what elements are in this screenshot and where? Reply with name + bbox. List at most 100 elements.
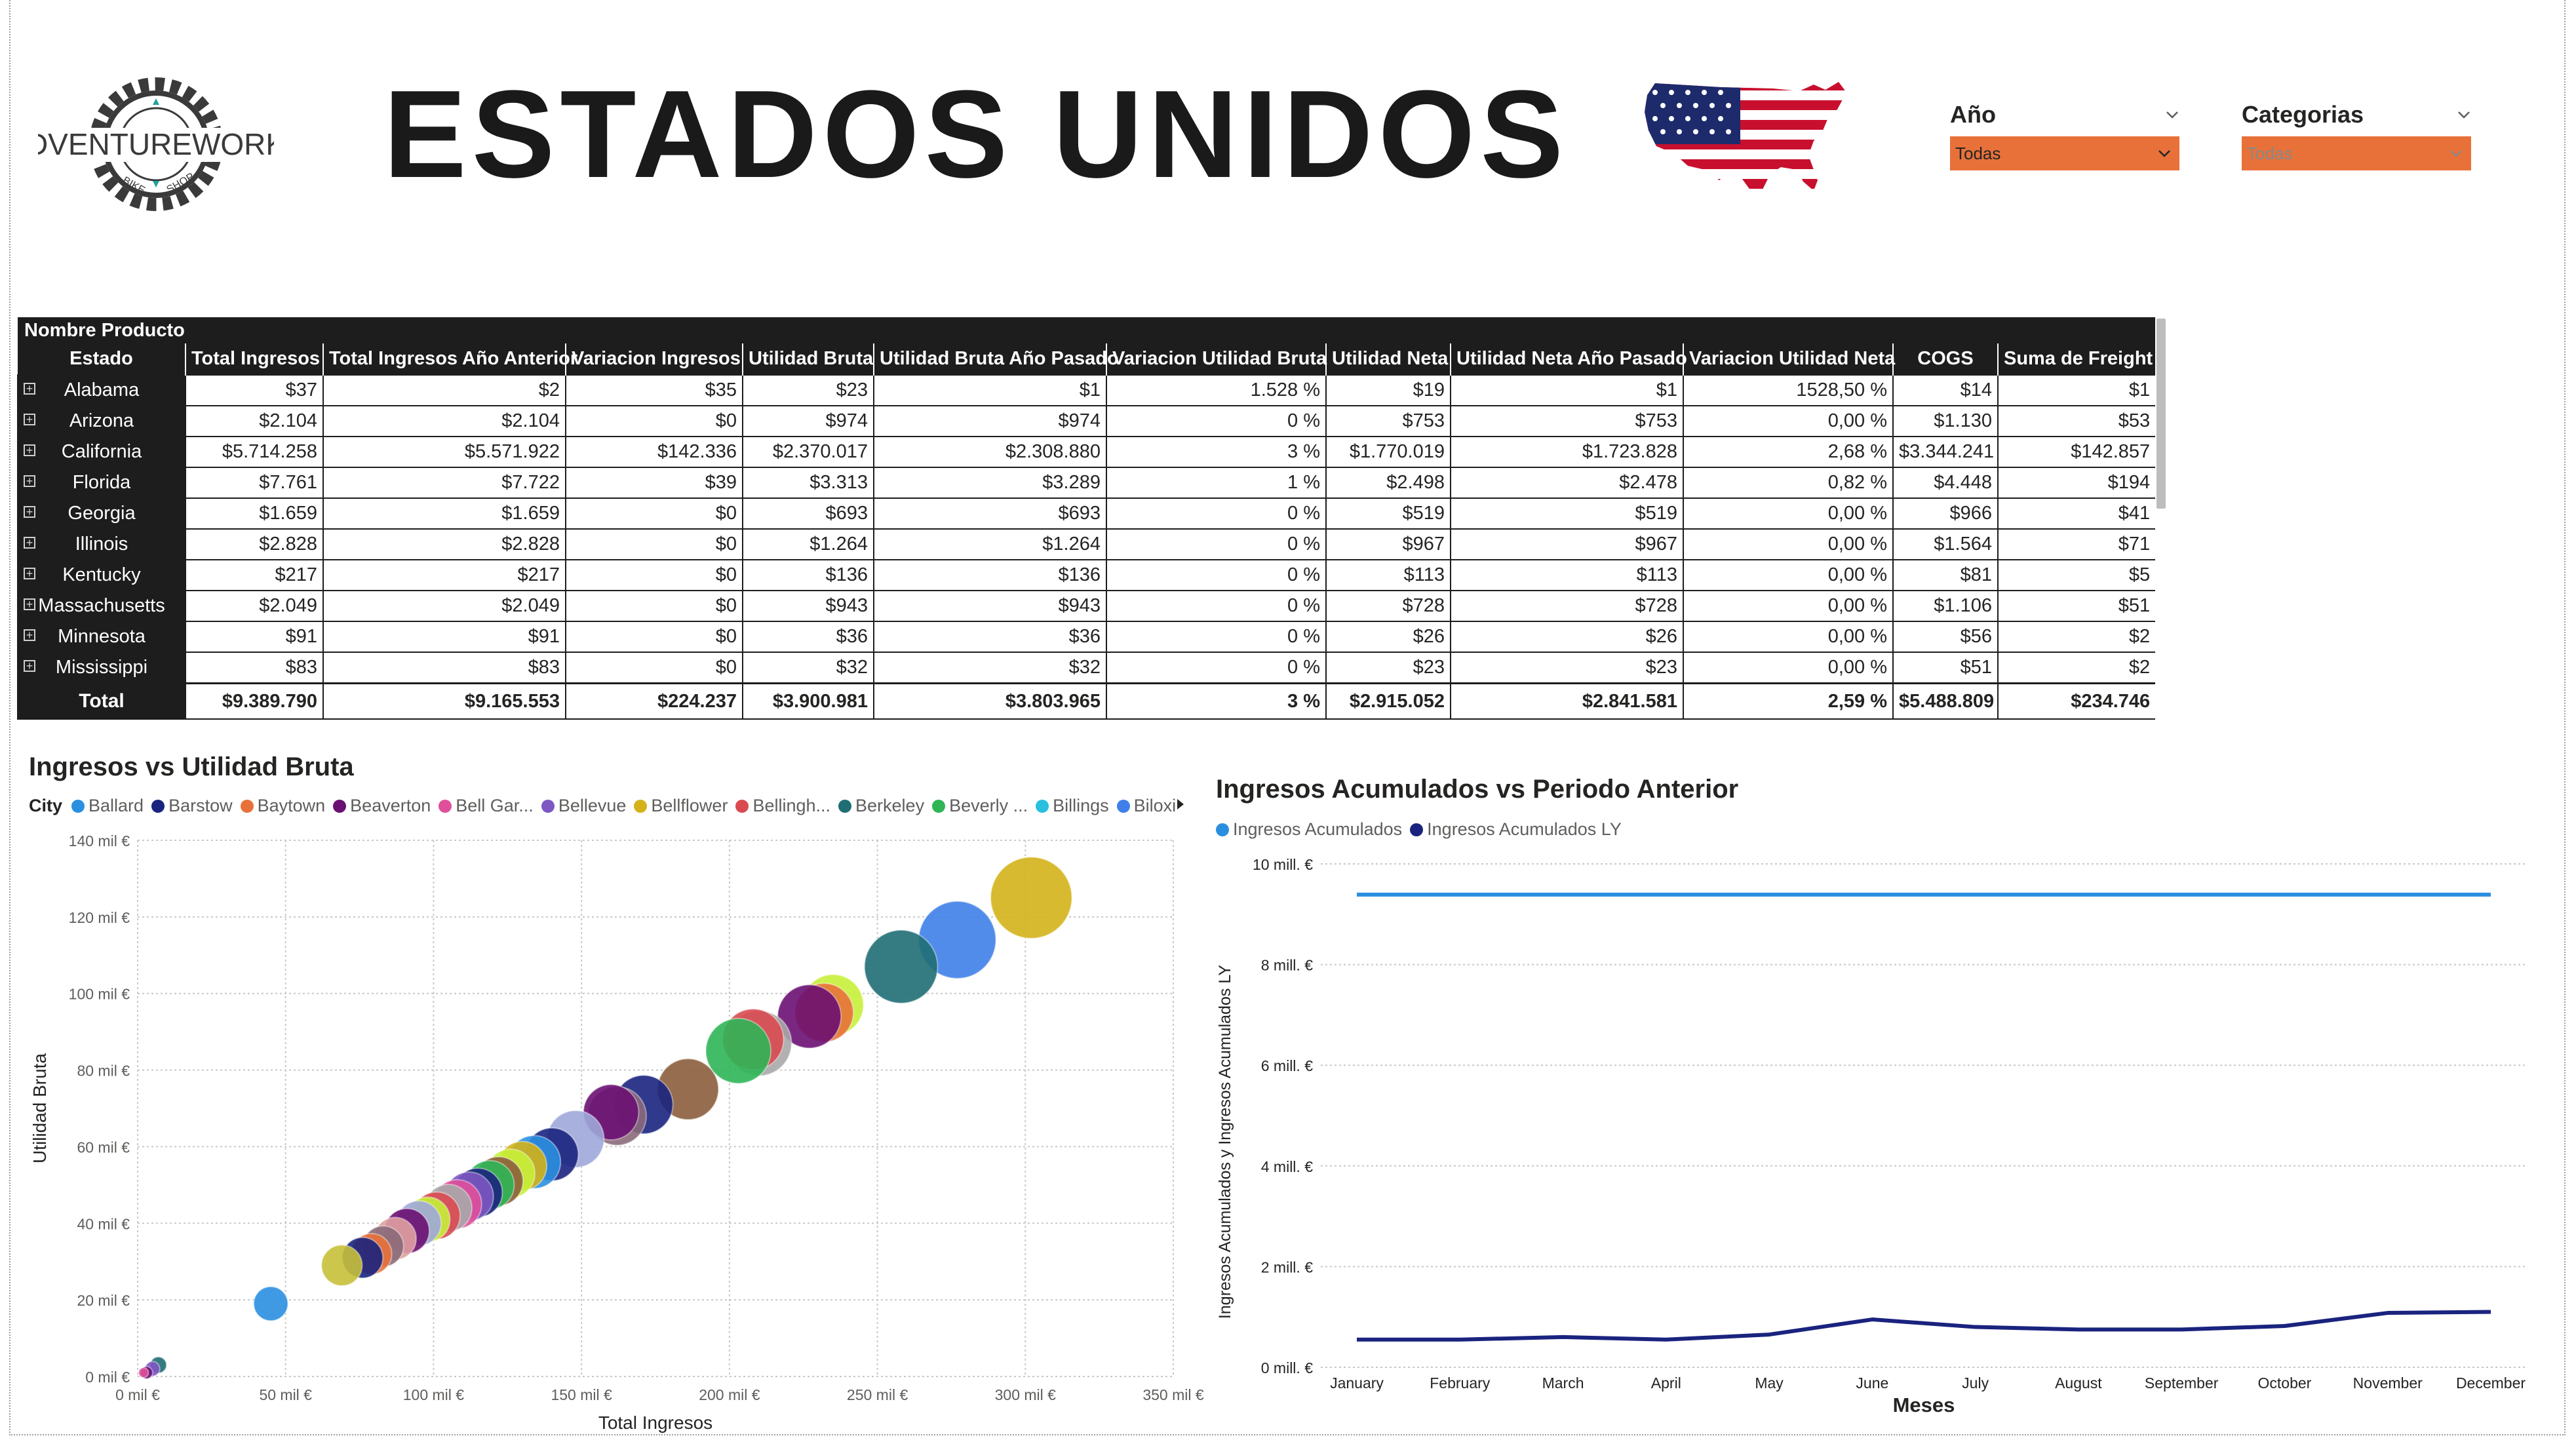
scatter-plot: 0 mil € 20 mil € 40 mil € 60 mil € 80 mil € 1…	[29, 832, 1204, 1433]
column-header[interactable]: Total Ingresos	[185, 343, 324, 375]
legend-label: Ballard	[88, 796, 144, 815]
legend-item[interactable]: Bell Gar...	[439, 796, 534, 816]
expand-icon[interactable]: +	[24, 506, 35, 518]
column-header[interactable]: Variacion Utilidad Neta	[1683, 343, 1895, 375]
legend-next-icon[interactable]	[1173, 797, 1188, 811]
row-header[interactable]: + Illinois	[17, 528, 186, 560]
legend-item[interactable]: Berkeley	[838, 796, 924, 816]
total-cell: $3.900.981	[742, 682, 874, 720]
matrix-cell: $693	[873, 497, 1107, 530]
legend-item[interactable]: Ballard	[71, 796, 144, 816]
legend-item[interactable]: Biloxi	[1116, 796, 1176, 816]
legend-label: Berkeley	[855, 796, 925, 815]
column-header[interactable]: Variacion Utilidad Bruta	[1106, 343, 1327, 375]
scatter-point[interactable]	[990, 856, 1073, 939]
matrix-cell: $136	[873, 559, 1107, 591]
column-header[interactable]: Suma de Freight	[1998, 343, 2155, 375]
legend-item[interactable]: Billings	[1036, 796, 1109, 816]
expand-icon[interactable]: +	[24, 629, 35, 641]
column-header[interactable]: Estado	[18, 343, 186, 375]
legend-item[interactable]: Beaverton	[333, 796, 431, 816]
x-tick-label: 150 mil €	[551, 1386, 612, 1403]
matrix-cell: $5.571.922	[322, 436, 566, 468]
row-header[interactable]: + Florida	[17, 467, 186, 499]
expand-icon[interactable]: +	[24, 537, 35, 549]
column-header[interactable]: Variacion Ingresos	[566, 343, 743, 375]
chevron-down-icon[interactable]	[2165, 107, 2179, 122]
slicer-categorias[interactable]: Categorias Todas	[2242, 98, 2471, 170]
matrix-cell: $1.264	[742, 528, 874, 560]
scatter-point[interactable]	[777, 984, 842, 1049]
matrix-cell: $36	[873, 621, 1107, 653]
legend-item[interactable]: Bellevue	[541, 796, 626, 816]
matrix-cell: $83	[322, 652, 566, 684]
expand-icon[interactable]: +	[24, 660, 35, 672]
matrix-cell: $753	[1325, 405, 1451, 437]
row-header[interactable]: + Arizona	[17, 405, 186, 437]
legend-marker	[1036, 799, 1049, 813]
scatter-point[interactable]	[863, 929, 939, 1004]
y-tick-label: 2 mill. €	[1261, 1258, 1313, 1276]
legend-label: Beaverton	[350, 796, 431, 815]
state-label: Arizona	[69, 410, 134, 431]
matrix-cell: $2.049	[185, 590, 324, 622]
legend-item[interactable]: Bellflower	[634, 796, 728, 816]
legend-item[interactable]: Barstow	[151, 796, 233, 816]
matrix-cell: $2.828	[185, 528, 324, 560]
scatter-point[interactable]	[138, 1367, 149, 1378]
column-header[interactable]: COGS	[1893, 343, 1999, 375]
legend-marker	[240, 799, 254, 813]
matrix-cell: 3 %	[1106, 436, 1327, 468]
column-header[interactable]: Total Ingresos Año Anterior	[323, 343, 577, 375]
row-header[interactable]: + Georgia	[17, 497, 186, 530]
x-tick-label: January	[1330, 1374, 1384, 1392]
slicer-ano[interactable]: Año Todas	[1950, 98, 2179, 170]
matrix-scrollbar[interactable]	[2156, 319, 2166, 509]
matrix-cell: $1.264	[873, 528, 1107, 560]
column-header[interactable]: Utilidad Bruta	[743, 343, 874, 375]
legend-item[interactable]: Beverly ...	[932, 796, 1028, 816]
slicer-ano-dropdown[interactable]: Todas	[1950, 136, 2179, 170]
matrix-row: + Mississippi $83 $83 $0 $32 $32 0 % $23 $23 0,00 …	[17, 652, 2155, 684]
row-header[interactable]: + California	[17, 436, 186, 468]
matrix-cell: $113	[1450, 559, 1684, 591]
matrix-cell: $19	[1325, 374, 1451, 406]
legend-item[interactable]: Bellingh...	[735, 796, 830, 816]
expand-icon[interactable]: +	[24, 475, 35, 487]
matrix-cell: $1.659	[322, 497, 566, 530]
total-cell: $9.389.790	[185, 682, 324, 720]
legend-marker	[1216, 823, 1229, 836]
scatter-point[interactable]	[253, 1285, 289, 1322]
series-line[interactable]	[1357, 1310, 2491, 1342]
scatter-point[interactable]	[321, 1244, 363, 1287]
legend-label: Barstow	[168, 796, 233, 815]
chevron-down-icon[interactable]	[2457, 107, 2471, 122]
legend-item[interactable]: Ingresos Acumulados	[1216, 819, 1402, 840]
legend-item[interactable]: Ingresos Acumulados LY	[1410, 819, 1622, 840]
expand-icon[interactable]: +	[24, 383, 35, 395]
column-header[interactable]: Utilidad Neta Año Pasado	[1451, 343, 1687, 375]
row-header[interactable]: + Kentucky	[17, 559, 186, 591]
row-header[interactable]: + Alabama	[17, 374, 186, 406]
x-axis-title: Total Ingresos	[598, 1413, 712, 1433]
state-label: Mississippi	[55, 657, 148, 678]
matrix-cell: $113	[1325, 559, 1451, 591]
matrix-cell: $1.130	[1892, 405, 1999, 437]
state-label: Illinois	[75, 534, 128, 555]
expand-icon[interactable]: +	[24, 598, 35, 610]
matrix-cell: $2.308.880	[873, 436, 1107, 468]
slicer-categorias-dropdown[interactable]: Todas	[2242, 136, 2471, 170]
legend-item[interactable]: Baytown	[240, 796, 325, 816]
y-tick-label: 60 mil €	[77, 1139, 130, 1156]
expand-icon[interactable]: +	[24, 568, 35, 579]
row-header[interactable]: + Minnesota	[17, 621, 186, 653]
expand-icon[interactable]: +	[24, 414, 35, 425]
column-header[interactable]: Utilidad Bruta Año Pasado	[874, 343, 1119, 375]
column-header[interactable]: Utilidad Neta	[1326, 343, 1451, 375]
expand-icon[interactable]: +	[24, 444, 35, 456]
row-header[interactable]: + Massachusetts	[17, 590, 186, 622]
matrix-cell: 0 %	[1106, 528, 1327, 560]
scatter-point[interactable]	[705, 1017, 772, 1084]
row-header[interactable]: + Mississippi	[17, 652, 186, 684]
legend-marker	[838, 799, 852, 813]
